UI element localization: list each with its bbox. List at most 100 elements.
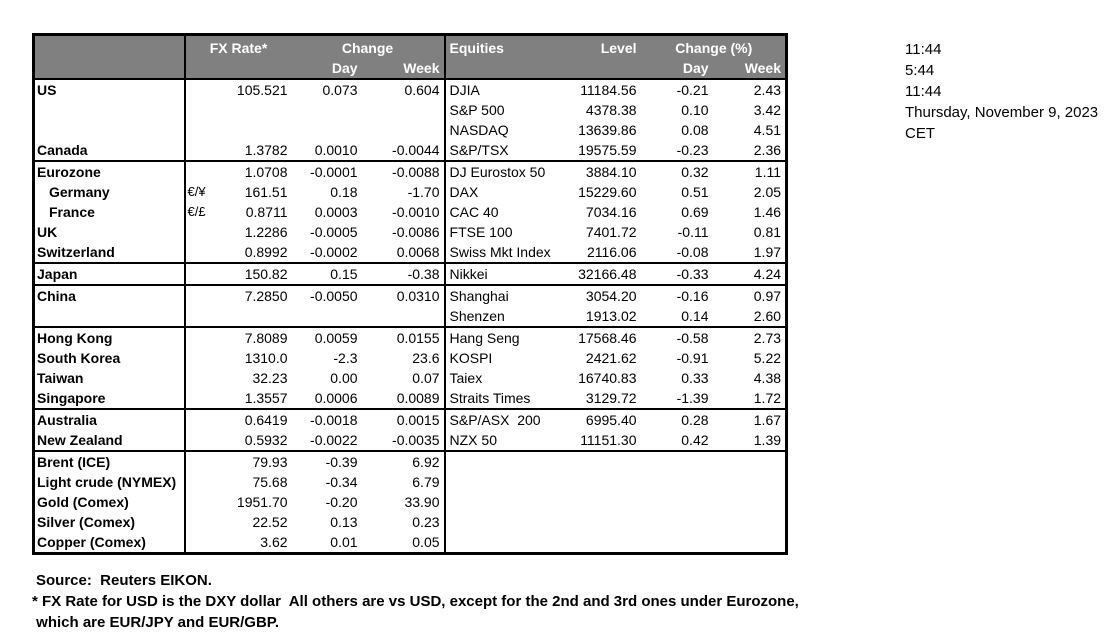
fx-rate-cell: 161.51 — [244, 183, 288, 200]
table-row: UK 1.2286 -0.0005 -0.0086 FTSE 100 7401.72 -0.… — [33, 221, 787, 242]
currency-pair-cell — [185, 368, 215, 388]
equity-name-cell: S&P/TSX — [443, 139, 565, 162]
table-row: Canada 1.3782 0.0010 -0.0044 S&P/TSX 19575.59… — [33, 139, 787, 162]
fx-rate-cell: 150.82 — [214, 262, 292, 286]
equity-week-change-cell: 0.81 — [753, 223, 782, 240]
fx-week-change-cell: -0.38 — [361, 262, 445, 286]
fx-week-change-cell — [362, 100, 445, 120]
fx-day-change-cell: -0.0002 — [291, 241, 362, 264]
header-change-pct: Change (%) — [642, 34, 787, 58]
equity-level-cell — [565, 472, 643, 492]
country-label-cell: Taiwan — [33, 367, 186, 388]
fx-day-change-cell: -0.20 — [325, 493, 358, 510]
equity-day-change-cell: -0.23 — [642, 139, 713, 162]
country-label-cell: UK — [33, 221, 186, 242]
fx-day-change-cell: -0.0050 — [310, 287, 358, 304]
fx-day-change-cell — [292, 120, 362, 140]
country-label-cell: Switzerland — [33, 241, 186, 264]
equity-week-change-cell: 4.24 — [712, 262, 787, 286]
equity-day-change-cell: 0.33 — [681, 369, 709, 386]
table-row: S&P 500 4378.38 0.10 3.42 — [33, 99, 787, 120]
fx-rate-cell — [215, 100, 292, 120]
fx-week-change-cell: 6.79 — [412, 473, 440, 490]
equity-day-change-cell: 0.69 — [681, 203, 709, 220]
equity-week-change-cell — [713, 512, 787, 532]
table-row: France €/£ 0.8711 0.0003 -0.0010 CAC 40 7034.1… — [33, 201, 787, 222]
equity-name-cell: FTSE 100 — [443, 221, 565, 242]
currency-pair-cell — [185, 532, 215, 554]
table-row: Light crude (NYMEX) 75.68 -0.34 6.79 — [33, 471, 787, 492]
equity-week-change-cell: 1.11 — [754, 163, 782, 180]
equity-week-change-cell: 1.72 — [712, 387, 787, 410]
equity-name-cell: DAX — [443, 181, 565, 202]
table-row: NASDAQ 13639.86 0.08 4.51 — [33, 119, 787, 140]
equity-week-change-cell: 1.39 — [712, 429, 787, 452]
fx-rate-cell: 0.8711 — [245, 203, 288, 220]
equity-week-change-cell: 1.97 — [712, 241, 787, 264]
equity-name-cell: Shenzen — [443, 305, 565, 328]
currency-pair-cell — [185, 79, 215, 100]
header-pct-day: Day — [642, 57, 713, 80]
currency-pair-cell — [185, 348, 215, 368]
currency-pair-cell — [185, 451, 215, 472]
equity-day-change-cell — [643, 492, 713, 512]
date-label: Thursday, November 9, 2023 — [905, 104, 1099, 121]
equity-level-cell: 4378.38 — [585, 101, 637, 118]
table-row: Japan 150.82 0.15 -0.38 Nikkei 32166.48 -0.33 4… — [33, 262, 787, 286]
table-row: Germany €/¥ 161.51 0.18 -1.70 DAX 15229.60 0.51… — [33, 181, 787, 202]
currency-pair-cell: €/¥ — [187, 183, 206, 199]
equity-week-change-cell: 3.42 — [753, 101, 782, 118]
header-row-1: FX Rate* Change Equities Level Change (%… — [33, 34, 787, 58]
equity-day-change-cell: -0.33 — [642, 262, 713, 286]
equity-week-change-cell: 2.36 — [712, 139, 787, 162]
fx-rate-cell: 75.68 — [252, 473, 288, 490]
fx-rate-cell: 0.8992 — [214, 241, 292, 264]
fx-week-change-cell: 0.0068 — [361, 241, 445, 264]
country-label-cell — [33, 99, 186, 120]
equity-name-cell: KOSPI — [443, 347, 565, 368]
table-row: US 105.521 0.073 0.604 DJIA 11184.56 -0.21 2.43 — [33, 78, 787, 100]
fx-week-change-cell: -1.70 — [407, 183, 440, 200]
currency-pair-cell — [185, 222, 215, 242]
fx-week-change-cell: 0.23 — [412, 513, 440, 530]
equity-level-cell: 3054.20 — [585, 287, 637, 304]
equity-week-change-cell: 1.46 — [753, 203, 782, 220]
timestamps: 11:44 5:44 11:44 Thursday, November 9, 2… — [905, 39, 1098, 144]
equity-week-change-cell: 2.43 — [753, 81, 782, 98]
fx-rate-cell: 1.3557 — [214, 387, 292, 410]
fx-day-change-cell: -0.0022 — [291, 429, 362, 452]
equity-name-cell: Taiex — [443, 367, 565, 388]
currency-pair-cell — [184, 262, 215, 286]
equity-day-change-cell: 0.28 — [681, 411, 709, 428]
country-label-cell — [33, 305, 186, 328]
fx-rate-cell: 105.521 — [236, 81, 288, 98]
equity-name-cell — [443, 511, 565, 532]
equity-name-cell: Shanghai — [443, 284, 565, 306]
table-row: Shenzen 1913.02 0.14 2.60 — [33, 305, 787, 328]
equity-level-cell: 19575.59 — [564, 139, 643, 162]
equity-day-change-cell: 0.51 — [681, 183, 709, 200]
table-row: New Zealand 0.5932 -0.0022 -0.0035 NZX 50 111… — [33, 429, 787, 452]
fx-day-change-cell: -0.39 — [325, 453, 358, 470]
currency-pair-cell — [185, 327, 215, 348]
equity-level-cell: 2421.62 — [585, 349, 637, 366]
footnote-line-2: which are EUR/JPY and EUR/GBP. — [32, 614, 280, 631]
currency-pair-cell — [185, 120, 215, 140]
fx-day-change-cell — [292, 100, 362, 120]
country-label-cell: Germany — [33, 181, 186, 202]
equity-week-change-cell: 4.51 — [753, 121, 782, 138]
equity-week-change-cell — [713, 472, 787, 492]
fx-rate-cell: 3.62 — [260, 533, 288, 550]
equity-name-cell — [443, 531, 565, 553]
equity-day-change-cell: -0.11 — [677, 223, 709, 240]
equity-week-change-cell: 4.38 — [753, 369, 782, 386]
fx-week-change-cell: 0.05 — [412, 533, 440, 550]
header-fx-week: Week — [361, 57, 445, 80]
fx-rate-cell: 1.0708 — [244, 163, 288, 180]
equity-week-change-cell — [713, 492, 787, 512]
header-pct-week: Week — [712, 57, 787, 80]
header-level-spacer — [564, 57, 643, 80]
equity-level-cell: 17568.46 — [578, 329, 637, 346]
country-label-cell: Eurozone — [33, 160, 186, 182]
equity-name-cell: S&P/ASX 200 — [443, 408, 565, 430]
